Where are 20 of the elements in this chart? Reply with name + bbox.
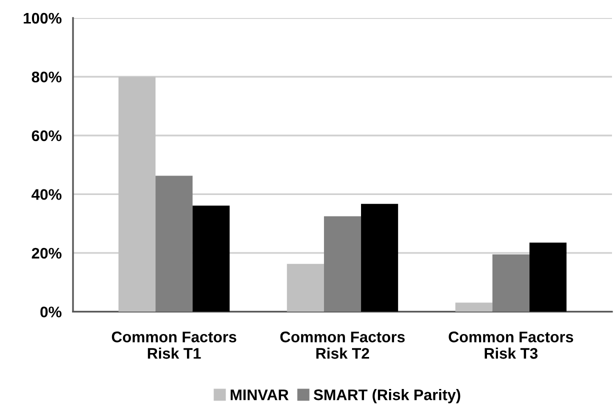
bar bbox=[156, 176, 193, 312]
y-tick-label: 20% bbox=[32, 248, 62, 259]
bar bbox=[192, 206, 230, 312]
x-tick-label: Common Factors Risk T3 bbox=[448, 332, 574, 359]
legend-label: SMART (Risk Parity) bbox=[314, 389, 460, 404]
bar bbox=[118, 76, 156, 312]
bar bbox=[529, 242, 567, 312]
bar bbox=[455, 302, 492, 312]
bar bbox=[361, 204, 398, 312]
bar bbox=[286, 264, 324, 312]
bar bbox=[324, 216, 362, 312]
x-tick-label: Common Factors Risk T1 bbox=[112, 332, 236, 359]
y-tick-label: 40% bbox=[32, 189, 62, 200]
y-tick-label: 0% bbox=[40, 306, 62, 318]
x-tick-label: Common Factors Risk T2 bbox=[280, 332, 405, 359]
bar bbox=[492, 254, 530, 312]
y-tick-label: 80% bbox=[32, 72, 62, 82]
legend-label: MINVAR bbox=[230, 390, 289, 400]
y-tick-label: 60% bbox=[32, 130, 62, 142]
y-tick-label: 100% bbox=[24, 12, 62, 24]
